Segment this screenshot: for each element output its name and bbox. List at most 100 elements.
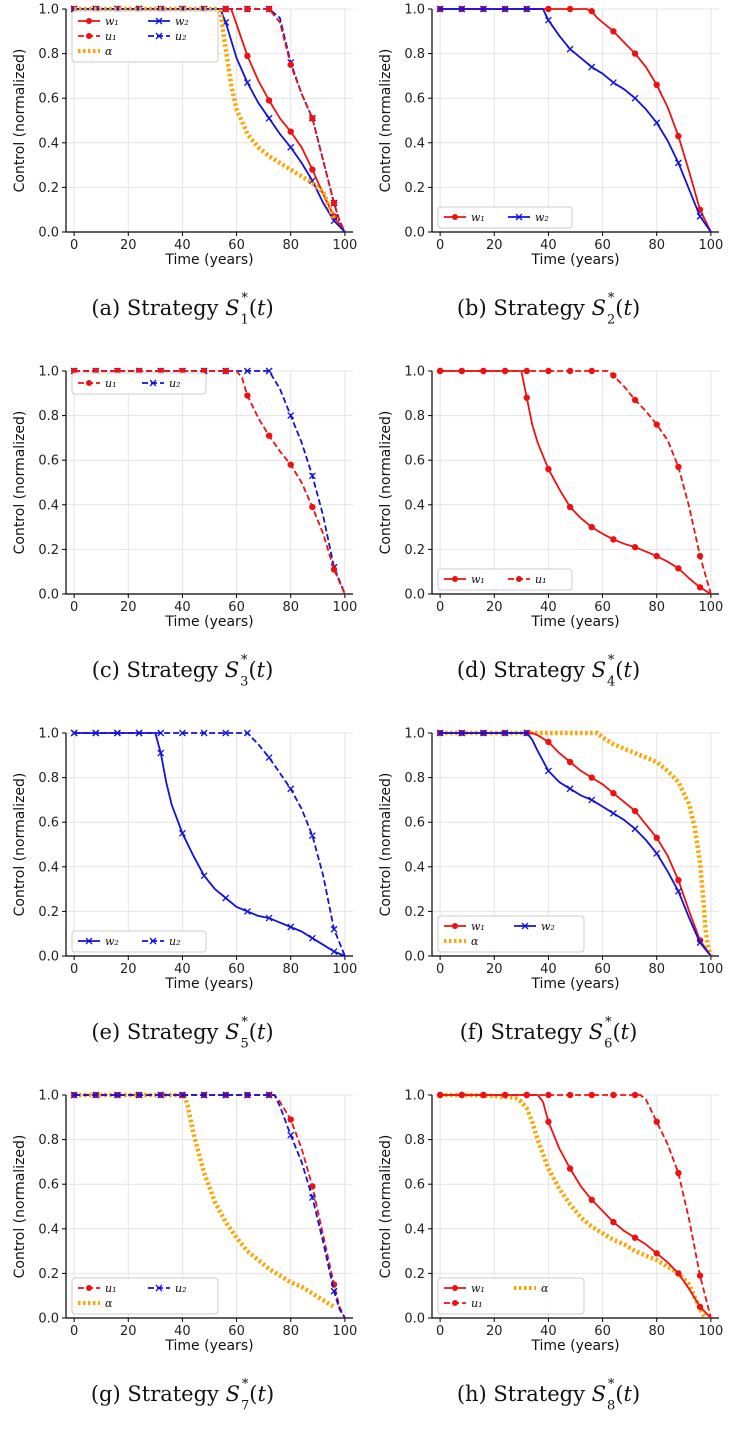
data-point <box>309 166 316 173</box>
caption-superscript: * <box>241 1015 248 1030</box>
data-point <box>309 1183 316 1190</box>
series-line <box>440 8 712 233</box>
series-line <box>74 1092 336 1309</box>
series-w2 <box>436 729 712 957</box>
data-point <box>287 461 294 468</box>
y-tick-label: 0.4 <box>38 1222 59 1237</box>
x-tick-label: 0 <box>436 962 444 977</box>
data-point <box>609 809 617 817</box>
data-point <box>479 5 487 13</box>
x-tick-label: 100 <box>332 238 357 253</box>
caption-subscript: 3 <box>240 674 249 690</box>
legend-label: u₂ <box>175 30 187 43</box>
data-point <box>458 367 465 375</box>
series-line <box>440 1092 708 1320</box>
y-tick-label: 0.0 <box>404 588 425 603</box>
legend-frame <box>71 930 207 953</box>
caption-argument: (t) <box>612 1019 638 1044</box>
legend-frame <box>71 1277 219 1315</box>
data-point <box>501 5 509 13</box>
data-point <box>653 1118 660 1125</box>
x-tick-label: 60 <box>228 962 245 977</box>
x-axis-label: Time (years) <box>530 614 619 630</box>
legend-label: w₂ <box>541 920 555 933</box>
data-point <box>222 894 230 902</box>
data-point <box>653 552 660 560</box>
caption-symbol: S <box>591 1381 607 1406</box>
caption-argument: (t) <box>248 295 274 320</box>
x-tick-label: 80 <box>282 238 299 253</box>
data-point <box>287 785 295 793</box>
legend: u₁ u₂ α <box>71 1277 219 1315</box>
subfigure-caption: (g) Strategy S * 7(t) <box>0 1378 365 1413</box>
axes: 0 20 40 60 80 100 0.0 0.2 0.4 0.6 0.8 1.0 <box>404 365 723 616</box>
chart-panel: 0 20 40 60 80 100 0.0 0.2 0.4 0.6 0.8 1.0 Time (year… <box>0 362 365 715</box>
legend-frame <box>437 206 573 229</box>
axes: 0 20 40 60 80 100 0.0 0.2 0.4 0.6 0.8 1.0 <box>38 1089 357 1340</box>
y-tick-label: 1.0 <box>404 365 425 380</box>
y-tick-label: 0.0 <box>404 1312 425 1327</box>
data-point <box>330 199 338 207</box>
legend-marker <box>86 18 92 24</box>
caption-prefix: (g) Strategy <box>90 1381 226 1406</box>
x-tick-label: 0 <box>70 600 78 615</box>
x-tick-label: 0 <box>70 962 78 977</box>
y-axis-label: Control (normalized) <box>12 49 28 193</box>
y-tick-label: 0.2 <box>404 905 425 920</box>
data-point <box>265 914 273 922</box>
series-w1 <box>436 1091 712 1319</box>
data-point <box>178 729 186 737</box>
x-tick-label: 100 <box>698 962 723 977</box>
y-tick-label: 0.8 <box>38 771 59 786</box>
data-point <box>523 1091 530 1099</box>
data-point <box>92 729 100 737</box>
data-point <box>135 1091 143 1099</box>
data-point <box>631 396 639 404</box>
subfigure-caption: (e) Strategy S * 5(t) <box>0 1016 365 1051</box>
x-axis-label: Time (years) <box>164 976 253 992</box>
x-tick-label: 20 <box>120 238 137 253</box>
data-point <box>436 729 444 737</box>
y-tick-label: 0.2 <box>404 543 425 558</box>
data-point <box>501 729 509 737</box>
x-tick-label: 40 <box>540 1324 557 1339</box>
x-tick-label: 60 <box>228 1324 245 1339</box>
y-tick-label: 0.0 <box>38 226 59 241</box>
data-point <box>200 872 208 880</box>
data-point <box>243 907 251 915</box>
series-line <box>74 732 346 957</box>
x-axis-label: Time (years) <box>164 252 253 268</box>
legend-frame <box>437 568 573 591</box>
data-point <box>610 790 617 797</box>
x-tick-label: 40 <box>174 962 191 977</box>
data-point <box>200 729 208 737</box>
x-tick-label: 60 <box>228 600 245 615</box>
series-line <box>440 730 714 957</box>
data-point <box>265 1091 273 1099</box>
y-tick-label: 0.6 <box>404 1178 425 1193</box>
series-u1 <box>436 367 712 595</box>
data-point <box>588 1091 595 1099</box>
subfigure-caption: (d) Strategy S * 4(t) <box>366 654 731 689</box>
data-point <box>178 829 186 837</box>
legend-marker <box>515 213 523 221</box>
data-point <box>610 1218 617 1226</box>
data-point <box>610 1091 617 1099</box>
y-axis-label: Control (normalized) <box>12 411 28 555</box>
legend-label: w₁ <box>105 15 119 28</box>
y-tick-label: 0.8 <box>38 47 59 62</box>
legend-label: w₂ <box>535 211 549 224</box>
data-point <box>308 934 316 942</box>
data-point <box>675 565 682 572</box>
y-tick-label: 0.6 <box>38 1178 59 1193</box>
caption-prefix: (h) Strategy <box>456 1381 592 1406</box>
series-alpha <box>74 1092 336 1309</box>
y-tick-label: 0.4 <box>38 860 59 875</box>
y-tick-label: 0.2 <box>404 1267 425 1282</box>
axes: 0 20 40 60 80 100 0.0 0.2 0.4 0.6 0.8 1.0 <box>38 727 357 978</box>
caption-subscript: 7 <box>241 1398 250 1414</box>
series-alpha <box>74 6 337 220</box>
data-point <box>653 834 660 842</box>
data-point <box>653 849 661 857</box>
x-tick-label: 40 <box>174 1324 191 1339</box>
